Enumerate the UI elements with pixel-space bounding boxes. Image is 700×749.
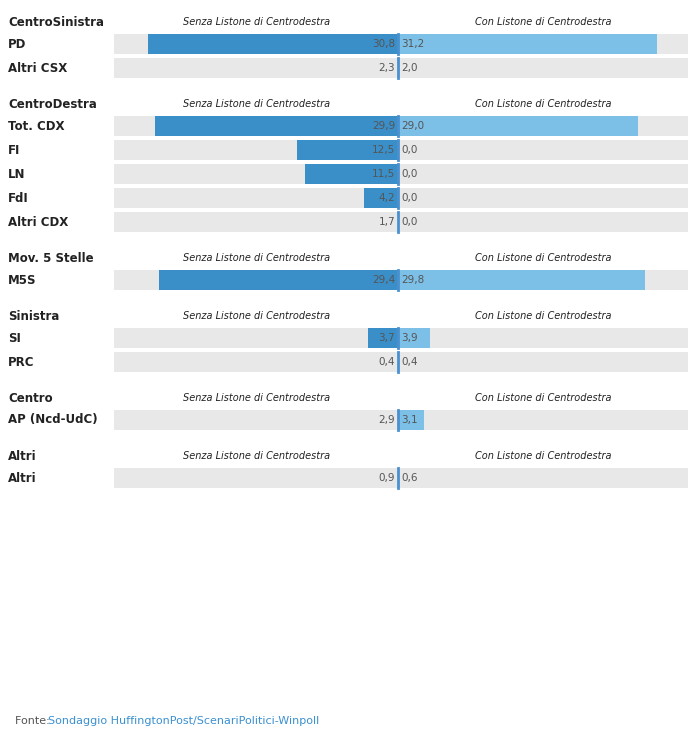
Bar xyxy=(398,410,688,430)
Text: Senza Listone di Centrodestra: Senza Listone di Centrodestra xyxy=(183,393,330,403)
Bar xyxy=(114,34,398,54)
Text: 11,5: 11,5 xyxy=(372,169,395,179)
Text: Senza Listone di Centrodestra: Senza Listone di Centrodestra xyxy=(183,451,330,461)
Text: PD: PD xyxy=(8,37,27,50)
Bar xyxy=(398,34,657,54)
Text: 0,0: 0,0 xyxy=(401,217,417,227)
Bar xyxy=(364,188,398,208)
Bar xyxy=(398,116,638,136)
Text: FdI: FdI xyxy=(8,192,29,204)
Text: SI: SI xyxy=(8,332,21,345)
Bar xyxy=(398,468,688,488)
Text: 1,7: 1,7 xyxy=(379,217,395,227)
Text: FI: FI xyxy=(8,144,20,157)
Text: 29,0: 29,0 xyxy=(401,121,424,131)
Text: 0,4: 0,4 xyxy=(401,357,418,367)
Text: 2,9: 2,9 xyxy=(379,415,395,425)
Text: 0,0: 0,0 xyxy=(401,169,417,179)
Text: PRC: PRC xyxy=(8,356,34,369)
Text: 0,0: 0,0 xyxy=(401,193,417,203)
Bar xyxy=(398,352,688,372)
Bar xyxy=(398,328,688,348)
Text: 0,6: 0,6 xyxy=(401,473,418,483)
Text: Senza Listone di Centrodestra: Senza Listone di Centrodestra xyxy=(183,311,330,321)
Bar xyxy=(114,212,398,232)
Text: Con Listone di Centrodestra: Con Listone di Centrodestra xyxy=(475,311,611,321)
Text: 0,0: 0,0 xyxy=(401,145,417,155)
Text: Con Listone di Centrodestra: Con Listone di Centrodestra xyxy=(475,253,611,263)
Bar xyxy=(114,468,398,488)
Bar xyxy=(398,164,688,184)
Bar xyxy=(398,270,688,290)
Text: CentroSinistra: CentroSinistra xyxy=(8,16,104,28)
Bar xyxy=(114,352,398,372)
Bar xyxy=(160,270,398,290)
Text: Senza Listone di Centrodestra: Senza Listone di Centrodestra xyxy=(183,17,330,27)
Bar xyxy=(398,270,645,290)
Bar xyxy=(398,328,430,348)
Text: LN: LN xyxy=(8,168,25,181)
Bar xyxy=(398,188,688,208)
Bar xyxy=(368,328,398,348)
Text: 29,8: 29,8 xyxy=(401,275,424,285)
Text: AP (Ncd-UdC): AP (Ncd-UdC) xyxy=(8,413,97,426)
Bar xyxy=(114,58,398,78)
Text: Altri: Altri xyxy=(8,472,36,485)
Text: Sinistra: Sinistra xyxy=(8,309,60,323)
Text: CentroDestra: CentroDestra xyxy=(8,97,97,111)
Text: Senza Listone di Centrodestra: Senza Listone di Centrodestra xyxy=(183,99,330,109)
Bar xyxy=(297,140,398,160)
Text: Altri CDX: Altri CDX xyxy=(8,216,69,228)
Bar xyxy=(398,212,688,232)
Text: 30,8: 30,8 xyxy=(372,39,395,49)
Bar xyxy=(398,58,688,78)
Bar xyxy=(304,164,398,184)
Bar xyxy=(398,116,688,136)
Bar xyxy=(398,34,688,54)
Text: 2,0: 2,0 xyxy=(401,63,418,73)
Text: 4,2: 4,2 xyxy=(379,193,395,203)
Text: 29,4: 29,4 xyxy=(372,275,395,285)
Text: Mov. 5 Stelle: Mov. 5 Stelle xyxy=(8,252,94,264)
Bar xyxy=(114,270,398,290)
Text: 0,4: 0,4 xyxy=(379,357,395,367)
Text: Tot. CDX: Tot. CDX xyxy=(8,120,64,133)
Bar xyxy=(398,140,688,160)
Bar xyxy=(398,410,424,430)
Text: Senza Listone di Centrodestra: Senza Listone di Centrodestra xyxy=(183,253,330,263)
Text: 12,5: 12,5 xyxy=(372,145,395,155)
Text: M5S: M5S xyxy=(8,273,36,287)
Bar xyxy=(114,116,398,136)
Text: 3,7: 3,7 xyxy=(379,333,395,343)
Bar xyxy=(114,410,398,430)
Text: Con Listone di Centrodestra: Con Listone di Centrodestra xyxy=(475,393,611,403)
Text: Fonte:: Fonte: xyxy=(15,716,53,726)
Text: Altri: Altri xyxy=(8,449,36,462)
Text: 3,9: 3,9 xyxy=(401,333,418,343)
Bar xyxy=(114,164,398,184)
Bar xyxy=(148,34,398,54)
Text: Con Listone di Centrodestra: Con Listone di Centrodestra xyxy=(475,451,611,461)
Text: 29,9: 29,9 xyxy=(372,121,395,131)
Text: Altri CSX: Altri CSX xyxy=(8,61,67,74)
Text: 31,2: 31,2 xyxy=(401,39,424,49)
Text: 3,1: 3,1 xyxy=(401,415,418,425)
Text: Centro: Centro xyxy=(8,392,52,404)
Bar xyxy=(114,188,398,208)
Text: Con Listone di Centrodestra: Con Listone di Centrodestra xyxy=(475,17,611,27)
Text: 0,9: 0,9 xyxy=(379,473,395,483)
Text: Sondaggio HuffingtonPost/ScenariPolitici-Winpoll: Sondaggio HuffingtonPost/ScenariPolitici… xyxy=(48,716,319,726)
Bar xyxy=(114,140,398,160)
Text: Con Listone di Centrodestra: Con Listone di Centrodestra xyxy=(475,99,611,109)
Bar xyxy=(114,328,398,348)
Text: 2,3: 2,3 xyxy=(379,63,395,73)
Bar xyxy=(155,116,398,136)
